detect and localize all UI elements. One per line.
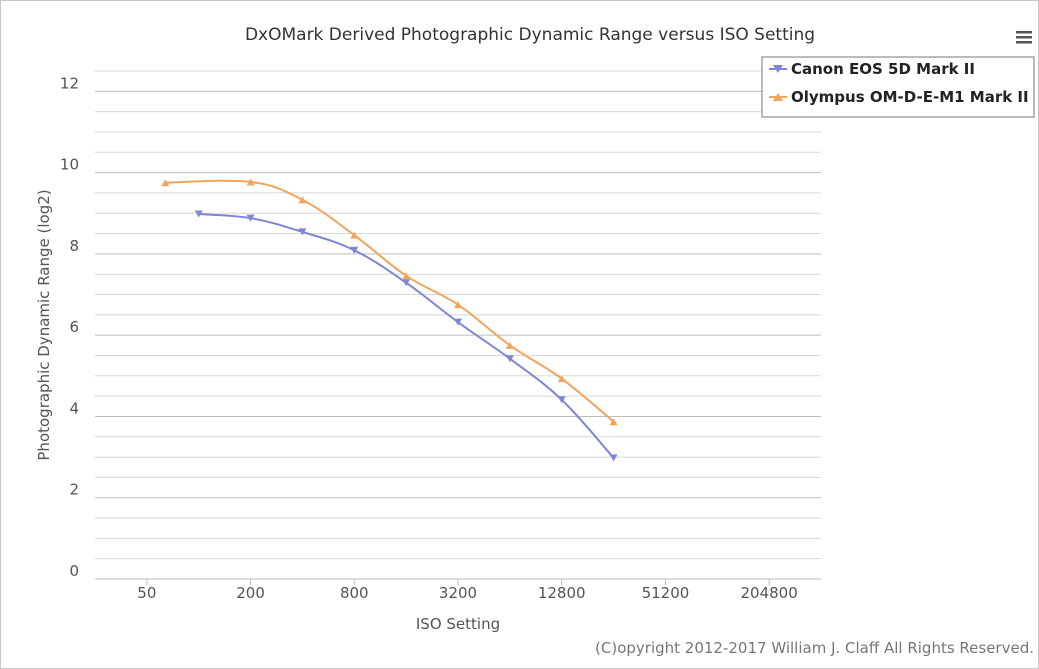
- y-tick-label: 6: [69, 318, 79, 336]
- copyright-credit[interactable]: (C)opyright 2012-2017 William J. Claff A…: [595, 639, 1034, 657]
- x-axis-title: ISO Setting: [416, 615, 500, 633]
- y-tick-label: 8: [69, 237, 79, 255]
- chart-title: DxOMark Derived Photographic Dynamic Ran…: [245, 25, 815, 45]
- x-tick-label: 204800: [741, 584, 798, 602]
- data-point[interactable]: [454, 301, 462, 309]
- data-point[interactable]: [505, 341, 514, 349]
- data-point[interactable]: [350, 246, 359, 254]
- series-line: [198, 213, 615, 459]
- legend-item-olympus[interactable]: Olympus OM-D-E-M1 Mark II: [769, 88, 1029, 106]
- data-point[interactable]: [454, 318, 462, 326]
- y-tick-label: 0: [69, 562, 79, 580]
- x-tick-label: 12800: [538, 584, 586, 602]
- data-point[interactable]: [609, 454, 618, 462]
- data-point[interactable]: [609, 418, 618, 426]
- series-group: [161, 178, 618, 462]
- x-tick-label: 200: [236, 584, 265, 602]
- grid-lines: [95, 70, 821, 560]
- data-point[interactable]: [402, 272, 411, 280]
- x-tick-label: 50: [137, 584, 156, 602]
- data-point[interactable]: [505, 355, 514, 363]
- data-point[interactable]: [402, 279, 411, 287]
- hamburger-menu-icon[interactable]: [1011, 26, 1035, 48]
- y-axis-ticks: 0 2 4 6 8 10 12: [60, 74, 79, 580]
- y-axis-title: Photographic Dynamic Range (log2): [35, 189, 53, 460]
- data-point[interactable]: [246, 178, 255, 186]
- legend-marker-olympus: [773, 93, 783, 101]
- data-point[interactable]: [246, 214, 255, 222]
- legend-label-olympus: Olympus OM-D-E-M1 Mark II: [791, 88, 1029, 106]
- legend-marker-canon: [773, 65, 783, 73]
- data-point[interactable]: [557, 396, 566, 404]
- y-tick-label: 12: [60, 74, 79, 92]
- data-point[interactable]: [350, 231, 359, 239]
- legend-box: [761, 56, 1035, 118]
- y-tick-label: 2: [69, 481, 79, 499]
- x-tick-label: 800: [340, 584, 369, 602]
- data-point[interactable]: [194, 210, 203, 218]
- x-tick-label: 3200: [439, 584, 477, 602]
- x-tick-label: 51200: [642, 584, 690, 602]
- x-axis-ticks: 50 200 800 3200 12800 51200 204800: [137, 579, 798, 602]
- y-tick-label: 10: [60, 156, 79, 174]
- legend-item-canon[interactable]: Canon EOS 5D Mark II: [769, 60, 975, 78]
- y-tick-label: 4: [69, 399, 79, 417]
- data-point[interactable]: [161, 179, 170, 187]
- data-point[interactable]: [557, 375, 566, 383]
- legend-label-canon: Canon EOS 5D Mark II: [791, 60, 975, 78]
- legend: Canon EOS 5D Mark II Olympus OM-D-E-M1 M…: [761, 56, 1035, 118]
- data-point[interactable]: [298, 228, 307, 236]
- data-point[interactable]: [298, 196, 307, 204]
- series-olympus[interactable]: [161, 178, 618, 426]
- series-canon[interactable]: [194, 210, 618, 462]
